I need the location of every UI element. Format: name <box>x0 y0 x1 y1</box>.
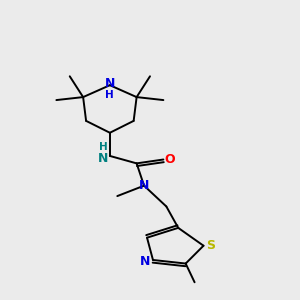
Text: H: H <box>99 142 108 152</box>
Text: S: S <box>206 238 215 252</box>
Text: O: O <box>165 153 175 166</box>
Text: N: N <box>98 152 109 165</box>
Text: H: H <box>106 90 114 100</box>
Text: N: N <box>105 77 115 90</box>
Text: N: N <box>140 255 151 268</box>
Text: N: N <box>139 179 149 192</box>
